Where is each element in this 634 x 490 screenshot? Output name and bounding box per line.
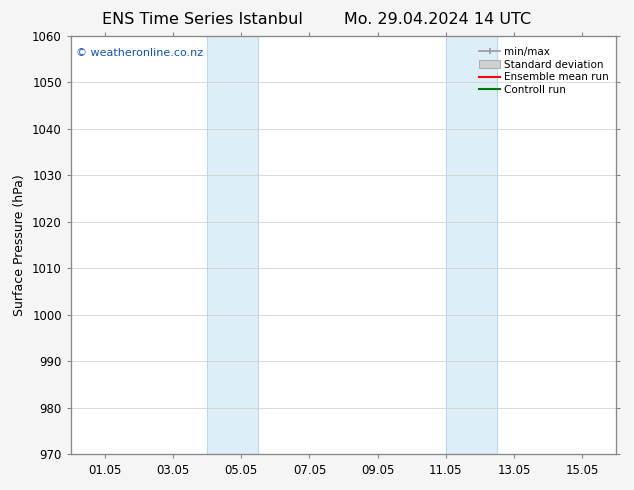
Y-axis label: Surface Pressure (hPa): Surface Pressure (hPa) xyxy=(13,174,27,316)
Bar xyxy=(446,36,497,454)
Legend: min/max, Standard deviation, Ensemble mean run, Controll run: min/max, Standard deviation, Ensemble me… xyxy=(477,45,611,97)
Bar xyxy=(207,36,258,454)
Text: © weatheronline.co.nz: © weatheronline.co.nz xyxy=(76,48,204,58)
Text: ENS Time Series Istanbul        Mo. 29.04.2024 14 UTC: ENS Time Series Istanbul Mo. 29.04.2024 … xyxy=(103,12,531,27)
